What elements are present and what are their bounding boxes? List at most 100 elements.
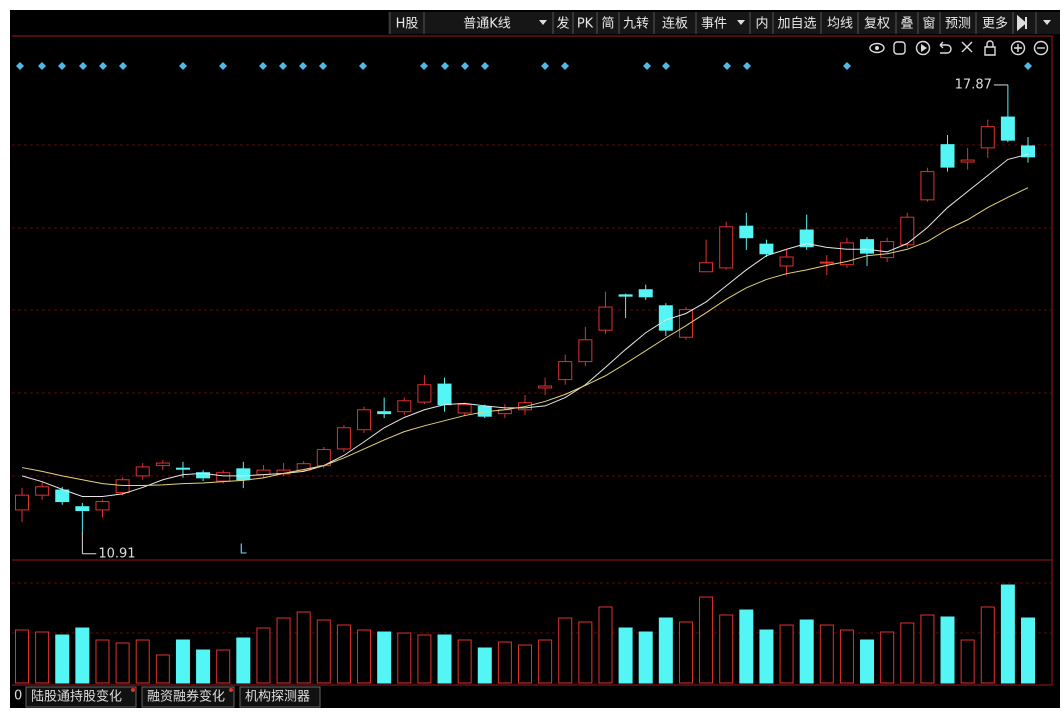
toolbar-button[interactable]: 简 bbox=[601, 16, 614, 32]
tab-dot bbox=[131, 688, 135, 692]
volume-bar bbox=[397, 632, 412, 684]
candle-body bbox=[95, 501, 110, 511]
toolbar-button[interactable]: 普通K线 bbox=[463, 17, 511, 32]
zoom-out-icon[interactable] bbox=[1033, 40, 1049, 56]
volume-bar bbox=[377, 631, 392, 684]
tab-label[interactable]: 机构探测器 bbox=[245, 690, 310, 705]
signal-diamond bbox=[179, 62, 187, 70]
volume-bar bbox=[779, 624, 794, 684]
moving-average-line bbox=[21, 153, 1029, 497]
volume-bar bbox=[980, 606, 995, 684]
dropdown-arrow[interactable] bbox=[539, 20, 547, 25]
toolbar-icons bbox=[869, 40, 1049, 56]
volume-bar bbox=[558, 617, 573, 684]
signal-diamond bbox=[843, 62, 851, 70]
volume-bar bbox=[920, 614, 935, 684]
toolbar-button[interactable]: 发 bbox=[556, 16, 569, 32]
signal-diamond bbox=[481, 62, 489, 70]
toolbar-button[interactable]: 连板 bbox=[662, 16, 688, 32]
volume-bar bbox=[880, 631, 895, 684]
tab[interactable] bbox=[141, 686, 235, 708]
candle-body bbox=[638, 289, 653, 298]
volume-bar bbox=[296, 611, 311, 684]
collapse-icon[interactable] bbox=[1017, 14, 1027, 32]
hand-icon[interactable] bbox=[893, 41, 906, 55]
candle-body bbox=[699, 262, 714, 273]
candle-body bbox=[819, 261, 834, 264]
candle-body bbox=[1021, 145, 1035, 158]
lock-icon[interactable] bbox=[984, 40, 996, 56]
toolbar-button[interactable]: 叠 bbox=[900, 17, 913, 32]
toolbar-button[interactable]: 九转 bbox=[623, 17, 649, 32]
candle-body bbox=[75, 506, 90, 512]
candle-body bbox=[980, 126, 995, 149]
tab[interactable] bbox=[25, 686, 137, 708]
eye-icon[interactable] bbox=[869, 42, 885, 54]
volume-bar bbox=[699, 596, 714, 684]
candle-body bbox=[538, 385, 553, 389]
candle-body bbox=[1000, 116, 1015, 141]
toolbar-button[interactable]: 内 bbox=[755, 16, 768, 32]
volume-bar bbox=[236, 637, 251, 684]
candle-body bbox=[296, 463, 311, 471]
candle-body bbox=[900, 216, 915, 246]
toolbar-button[interactable]: 预测 bbox=[945, 17, 971, 32]
candle-body bbox=[115, 479, 130, 494]
volume-bar bbox=[678, 621, 693, 684]
signal-diamond bbox=[299, 62, 307, 70]
zoom-in-icon[interactable] bbox=[1010, 40, 1026, 56]
signal-diamond bbox=[541, 62, 549, 70]
volume-bar bbox=[155, 654, 170, 684]
dropdown-arrow[interactable] bbox=[1043, 20, 1051, 25]
play-icon[interactable] bbox=[915, 40, 931, 56]
volume-bar bbox=[477, 647, 492, 684]
background bbox=[10, 10, 1060, 708]
volume-bar bbox=[95, 639, 110, 684]
volume-bar bbox=[357, 629, 372, 684]
toolbar-button[interactable]: 更多 bbox=[982, 16, 1008, 32]
play-triangle bbox=[921, 44, 927, 52]
candle-body bbox=[135, 466, 150, 477]
toolbar-button[interactable]: 事件 bbox=[701, 17, 727, 32]
signal-diamond bbox=[319, 62, 327, 70]
volume-bar bbox=[276, 617, 291, 684]
volume-bar bbox=[860, 639, 875, 684]
candle-body bbox=[799, 229, 814, 248]
dropdown-arrow[interactable] bbox=[737, 20, 745, 25]
signal-diamond bbox=[743, 62, 751, 70]
candle-body bbox=[960, 159, 975, 163]
volume-bar bbox=[35, 631, 50, 684]
tab-fragment: 0 bbox=[14, 689, 22, 704]
volume-bar bbox=[175, 639, 190, 684]
signal-diamond bbox=[16, 62, 24, 70]
volume-bar bbox=[638, 631, 653, 684]
toolbar-bar bbox=[388, 12, 1060, 34]
candle-body bbox=[216, 472, 231, 482]
scissors-icon[interactable] bbox=[961, 41, 973, 53]
tab-label[interactable]: 融资融券变化 bbox=[147, 689, 225, 705]
volume-bar bbox=[115, 642, 130, 684]
volume-bar bbox=[196, 649, 211, 684]
toolbar-button[interactable]: PK bbox=[577, 17, 594, 32]
volume-bar bbox=[819, 624, 834, 684]
tab[interactable] bbox=[239, 686, 321, 708]
volume-bar bbox=[960, 639, 975, 684]
candle-body bbox=[618, 294, 633, 297]
volume-bar bbox=[719, 614, 734, 684]
toolbar-button[interactable]: 窗 bbox=[922, 16, 935, 32]
marker-label: L bbox=[239, 543, 247, 558]
toolbar-button[interactable]: 复权 bbox=[864, 16, 890, 32]
signal-diamond bbox=[119, 62, 127, 70]
signal-diamond bbox=[561, 62, 569, 70]
volume-bar bbox=[1021, 617, 1035, 684]
tab-dot bbox=[229, 688, 233, 692]
undo-icon[interactable] bbox=[939, 41, 952, 54]
candle-body bbox=[15, 494, 29, 511]
toolbar-button[interactable]: H股 bbox=[396, 17, 419, 32]
signal-diamond bbox=[219, 62, 227, 70]
signal-diamond bbox=[441, 62, 449, 70]
toolbar-button[interactable]: 加自选 bbox=[777, 17, 816, 32]
volume-bar bbox=[739, 609, 754, 684]
tab-label[interactable]: 陆股通持股变化 bbox=[31, 689, 122, 705]
toolbar-button[interactable]: 均线 bbox=[827, 17, 853, 32]
